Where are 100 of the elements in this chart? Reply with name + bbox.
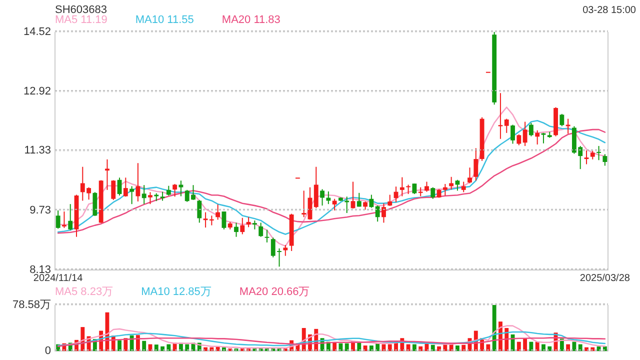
candlestick <box>541 132 546 144</box>
bar <box>185 344 190 351</box>
candlestick <box>375 205 380 222</box>
candlestick <box>406 184 411 195</box>
x-tick-label: 2025/03/28 <box>580 273 630 284</box>
bar <box>572 342 576 351</box>
candlestick <box>166 185 171 196</box>
candlestick <box>172 183 178 198</box>
candlestick <box>584 150 589 165</box>
bar <box>142 340 146 351</box>
candlestick <box>320 188 324 206</box>
bar <box>542 344 546 351</box>
candlestick <box>424 181 429 192</box>
candlestick <box>105 158 110 190</box>
bar <box>492 305 496 351</box>
candlestick <box>596 145 601 161</box>
bar <box>462 344 466 351</box>
candlestick <box>246 216 251 228</box>
bar <box>166 344 171 351</box>
candlestick <box>350 181 356 210</box>
candlestick <box>117 177 122 196</box>
candlestick <box>468 167 472 184</box>
candlestick <box>442 183 448 196</box>
bar <box>523 338 528 351</box>
bar <box>455 345 460 351</box>
bar <box>363 345 368 351</box>
candlestick <box>240 217 245 235</box>
text: 03-28 15:00 <box>582 5 636 16</box>
candlestick <box>92 192 98 216</box>
y-tick-label: 11.33 <box>24 144 51 157</box>
bar <box>344 343 349 351</box>
line-series <box>57 325 606 349</box>
chart-title: SH603683 <box>55 4 107 16</box>
candlestick <box>302 190 306 218</box>
candlestick <box>258 222 264 238</box>
candlestick <box>56 210 60 230</box>
candlestick <box>516 134 522 146</box>
candlestick <box>197 199 202 224</box>
candlestick <box>388 194 392 206</box>
candlestick <box>535 130 540 145</box>
candlestick <box>461 181 466 193</box>
candlestick <box>111 180 116 200</box>
text: MA5 11.19 <box>55 14 108 26</box>
candlestick <box>130 186 134 205</box>
candlestick <box>449 176 454 190</box>
text: MA10 11.55 <box>135 14 194 26</box>
bar <box>430 344 435 351</box>
bar <box>154 344 158 351</box>
candlestick <box>522 121 528 146</box>
bar <box>332 342 337 351</box>
candlestick <box>528 122 534 137</box>
y-tick-label: 12.92 <box>23 86 51 98</box>
candlestick <box>474 148 478 182</box>
candlestick <box>68 204 73 231</box>
text: MA20 20.66万 <box>239 286 310 298</box>
candlestick <box>148 192 152 205</box>
candlestick <box>216 204 220 220</box>
candlestick <box>602 154 608 166</box>
candlestick <box>400 176 404 197</box>
candlestick <box>326 190 331 205</box>
candlestick <box>430 186 436 200</box>
candlestick <box>560 113 564 127</box>
line-series <box>57 337 606 348</box>
candlestick <box>136 162 140 202</box>
bar <box>388 344 392 351</box>
bar <box>529 342 534 351</box>
candlestick <box>314 166 318 209</box>
candlestick <box>308 186 312 220</box>
candlestick <box>178 180 184 197</box>
candlestick <box>283 244 288 256</box>
bar <box>118 340 122 351</box>
candlestick <box>504 118 509 134</box>
y-tick-label: 9.73 <box>30 204 51 216</box>
candlestick <box>455 179 460 192</box>
text: MA5 8.23万 <box>55 286 114 298</box>
x-tick-label: 2024/11/14 <box>33 273 84 284</box>
bar <box>486 344 490 351</box>
bar <box>406 344 410 351</box>
y-tick-label: 14.52 <box>23 26 51 38</box>
bar <box>130 335 134 351</box>
line-series <box>57 331 606 346</box>
candlestick <box>332 198 337 211</box>
bar <box>566 344 570 351</box>
y-tick-label: 0 <box>44 344 51 357</box>
bar <box>516 342 521 351</box>
bar <box>136 335 140 351</box>
text: MA10 12.85万 <box>141 286 212 298</box>
candlestick <box>123 177 128 198</box>
candlestick <box>356 192 362 208</box>
bar <box>535 342 540 351</box>
candlestick <box>510 124 515 144</box>
text: MA20 11.83 <box>222 14 280 26</box>
candlestick <box>222 211 226 230</box>
candlestick <box>62 211 66 228</box>
y-tick-label: 78.58万 <box>12 298 51 311</box>
candlestick <box>382 202 386 224</box>
bar <box>369 345 374 351</box>
candlestick <box>142 184 146 205</box>
bar <box>412 344 416 351</box>
bar <box>578 344 582 351</box>
